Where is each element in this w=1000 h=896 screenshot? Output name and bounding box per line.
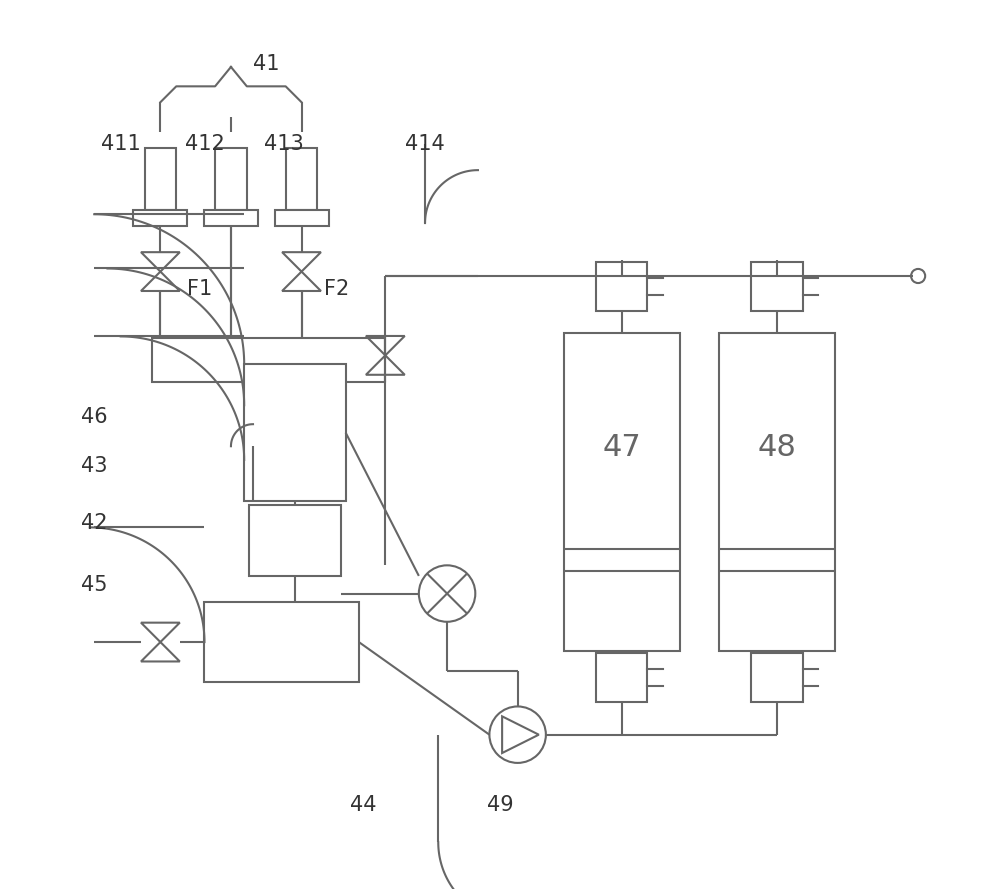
Text: 47: 47 xyxy=(602,433,641,462)
Text: 49: 49 xyxy=(487,796,513,815)
Bar xyxy=(751,263,803,311)
Bar xyxy=(204,210,258,226)
Bar xyxy=(275,210,329,226)
Bar xyxy=(145,148,176,210)
Bar xyxy=(204,602,359,682)
Bar xyxy=(596,653,647,702)
Text: 48: 48 xyxy=(758,433,796,462)
Text: 43: 43 xyxy=(81,456,107,476)
Text: 42: 42 xyxy=(81,513,107,533)
Text: 414: 414 xyxy=(405,134,445,154)
Bar xyxy=(152,338,385,382)
Bar xyxy=(215,148,247,210)
Text: 413: 413 xyxy=(264,134,304,154)
Text: 44: 44 xyxy=(350,796,377,815)
Bar xyxy=(751,653,803,702)
Bar xyxy=(244,364,346,501)
Bar xyxy=(249,505,341,576)
Bar xyxy=(286,148,317,210)
Text: 46: 46 xyxy=(81,407,108,427)
Text: F2: F2 xyxy=(324,280,349,299)
Text: 412: 412 xyxy=(185,134,224,154)
Text: 45: 45 xyxy=(81,574,107,595)
Text: 41: 41 xyxy=(253,55,279,74)
Bar xyxy=(596,263,647,311)
Text: F1: F1 xyxy=(187,280,213,299)
Text: 411: 411 xyxy=(101,134,141,154)
Bar xyxy=(564,333,680,650)
Bar xyxy=(719,333,835,650)
Bar xyxy=(133,210,187,226)
